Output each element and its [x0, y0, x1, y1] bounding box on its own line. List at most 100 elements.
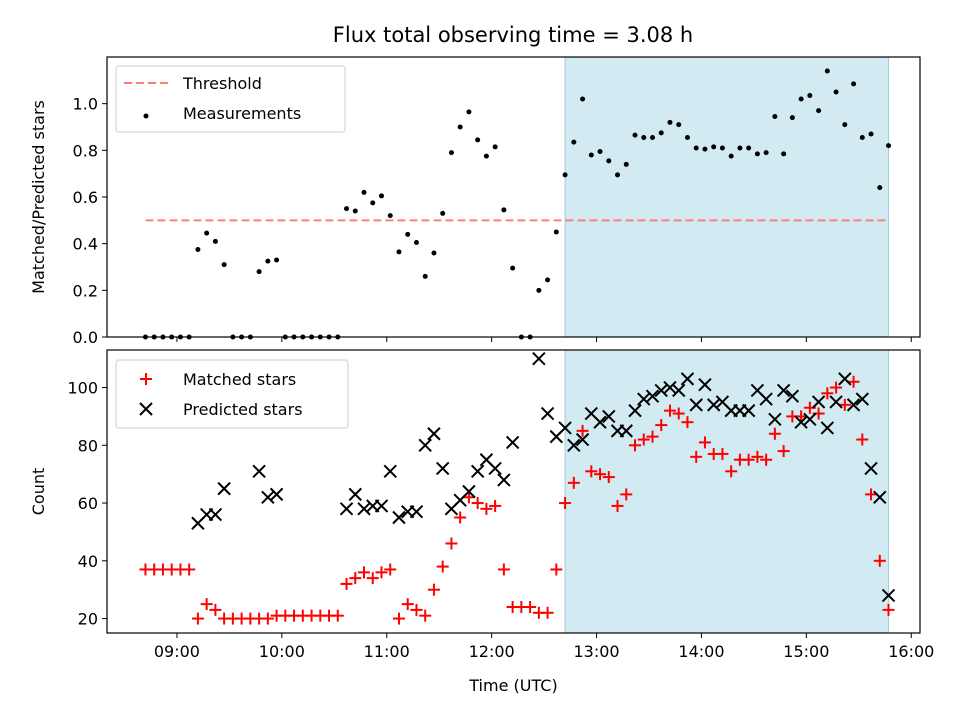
- x-tick-label: 14:00: [678, 642, 724, 661]
- x-tick-label: 16:00: [888, 642, 934, 661]
- measurement-point: [676, 122, 682, 128]
- x-tick-label: 10:00: [259, 642, 305, 661]
- axes-frame: [106, 349, 921, 634]
- measurement-point: [807, 93, 813, 98]
- y-tick-label: 0.0: [73, 328, 98, 347]
- predicted-mark: [392, 510, 406, 525]
- measurement-point: [868, 131, 874, 137]
- predicted-mark: [654, 383, 668, 398]
- predicted-mark: [706, 398, 721, 412]
- measurement-point: [737, 145, 743, 151]
- predicted-mark: [829, 395, 843, 409]
- predicted-mark: [768, 412, 782, 427]
- measurement-point: [370, 200, 376, 206]
- measurement-point: [877, 185, 883, 191]
- predicted-mark: [680, 372, 695, 386]
- legend: Threshold Measurements: [115, 65, 346, 133]
- predicted-mark: [427, 427, 441, 441]
- legend-matched-label: Matched stars: [183, 370, 296, 389]
- measurement-point: [440, 210, 446, 216]
- x-tick-label: 12:00: [469, 642, 515, 661]
- predicted-mark: [689, 398, 703, 412]
- top-panel: 0.0 0.2 0.4 0.6 0.8 1.0 Matched/Predicted star…: [29, 56, 921, 347]
- predicted-mark: [628, 403, 642, 418]
- measurement-point: [623, 161, 629, 167]
- measurement-point: [536, 287, 542, 293]
- predicted-mark: [785, 389, 800, 403]
- measurement-point: [387, 213, 393, 219]
- x-tick-label: 15:00: [783, 642, 829, 661]
- measurement-point: [754, 151, 760, 157]
- predicted-mark: [532, 351, 546, 366]
- y-tick-label: 0.2: [73, 281, 98, 300]
- measurement-point: [545, 277, 551, 283]
- predicted-mark: [575, 432, 590, 447]
- legend: Matched stars Predicted stars: [115, 359, 349, 429]
- measurement-point: [711, 144, 717, 150]
- predicted-mark: [881, 588, 896, 603]
- legend-measurements-swatch: [143, 113, 149, 119]
- measurement-point: [413, 240, 419, 245]
- predicted-mark: [776, 383, 791, 398]
- predicted-mark: [645, 389, 660, 403]
- measurement-point: [728, 153, 734, 159]
- measurement-point: [492, 144, 498, 150]
- y-tick-label: 1.0: [73, 95, 98, 114]
- measurement-point: [798, 96, 804, 102]
- measurement-point: [501, 207, 507, 213]
- predicted-mark: [567, 438, 581, 453]
- measurement-point: [378, 193, 384, 199]
- measurement-point: [448, 150, 454, 156]
- measurement-point: [466, 109, 472, 115]
- predicted-mark: [374, 499, 389, 513]
- measurement-point: [212, 238, 218, 244]
- x-tick-label: 13:00: [573, 642, 619, 661]
- measurement-point: [405, 231, 411, 237]
- y-tick-label: 0.4: [73, 235, 98, 254]
- x-tick-label: 09:00: [154, 642, 200, 661]
- predicted-mark: [811, 395, 826, 409]
- y-tick-label: 40: [78, 552, 98, 571]
- predicted-mark: [357, 502, 371, 516]
- measurement-point: [615, 172, 621, 178]
- predicted-mark: [252, 464, 266, 478]
- legend-box: [115, 65, 346, 133]
- measurement-point: [352, 208, 358, 214]
- predicted-mark: [820, 421, 835, 435]
- predicted-mark: [873, 490, 887, 504]
- measurement-point: [221, 262, 227, 268]
- predicted-mark: [435, 461, 450, 476]
- measurement-point: [693, 145, 699, 151]
- measurement-point: [746, 145, 752, 151]
- predicted-mark: [488, 461, 502, 476]
- predicted-mark: [663, 380, 677, 395]
- measurement-point: [886, 143, 892, 149]
- figure-title: Flux total observing time = 3.08 h: [333, 23, 693, 47]
- measurement-point: [457, 124, 463, 130]
- predicted-mark: [838, 372, 852, 386]
- x-tick-label: 11:00: [364, 642, 410, 661]
- highlight-span: [564, 56, 890, 338]
- measurement-point: [719, 145, 725, 151]
- predicted-mark: [409, 505, 424, 519]
- bottom-panel: 20 40 60 80 100 09:00 10:00 11:00 12:00 13:00 14:0…: [29, 349, 934, 695]
- predicted-mark: [698, 377, 712, 392]
- predicted-mark: [462, 484, 476, 499]
- measurement-point: [588, 152, 594, 158]
- predicted-mark: [217, 481, 231, 496]
- predicted-mark: [741, 403, 756, 418]
- y-tick-label: 60: [78, 494, 98, 513]
- measurement-point: [265, 258, 271, 264]
- predicted-mark: [339, 502, 354, 516]
- measurement-point: [274, 257, 280, 263]
- predicted-mark: [672, 383, 686, 398]
- y-tick-label: 0.6: [73, 188, 98, 207]
- predicted-mark: [418, 438, 432, 453]
- y-axis-label: Count: [29, 468, 48, 516]
- y-tick-label: 0.8: [73, 141, 98, 160]
- measurement-point: [833, 89, 839, 95]
- legend-threshold-label: Threshold: [182, 74, 262, 93]
- x-axis-label: Time (UTC): [468, 676, 557, 695]
- measurement-point: [195, 247, 201, 252]
